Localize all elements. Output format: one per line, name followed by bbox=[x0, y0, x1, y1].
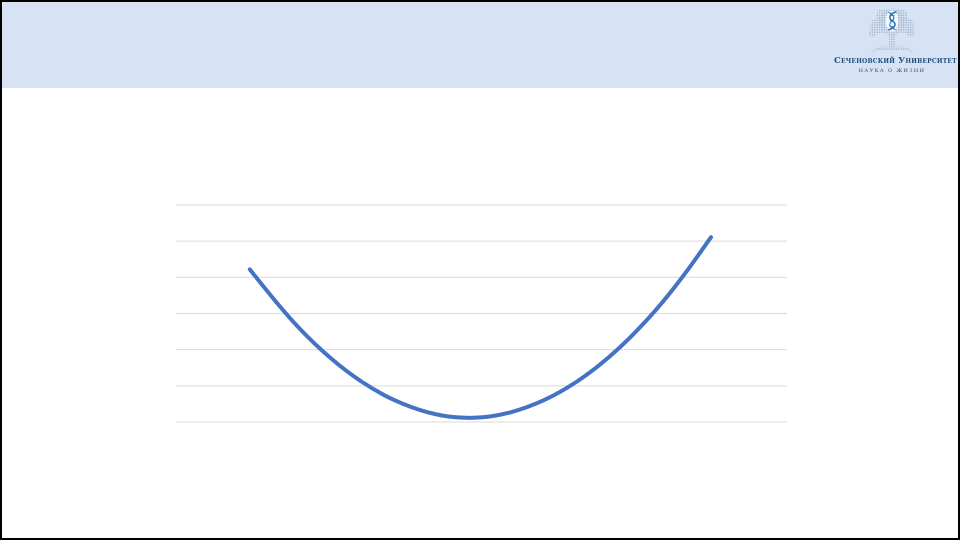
university-motto: Наука о жизни bbox=[858, 68, 926, 74]
university-emblem-icon bbox=[869, 8, 915, 53]
curve-series bbox=[247, 235, 713, 420]
tree-silhouette bbox=[869, 8, 915, 53]
university-logo: Сеченовский Университет Наука о жизни bbox=[834, 7, 957, 74]
parabola-chart bbox=[176, 195, 787, 430]
university-name: Сеченовский Университет bbox=[834, 56, 957, 66]
chart-canvas bbox=[176, 204, 787, 423]
dna-helix-icon bbox=[888, 11, 897, 31]
header-band: Сеченовский Университет Наука о жизни bbox=[2, 2, 958, 88]
